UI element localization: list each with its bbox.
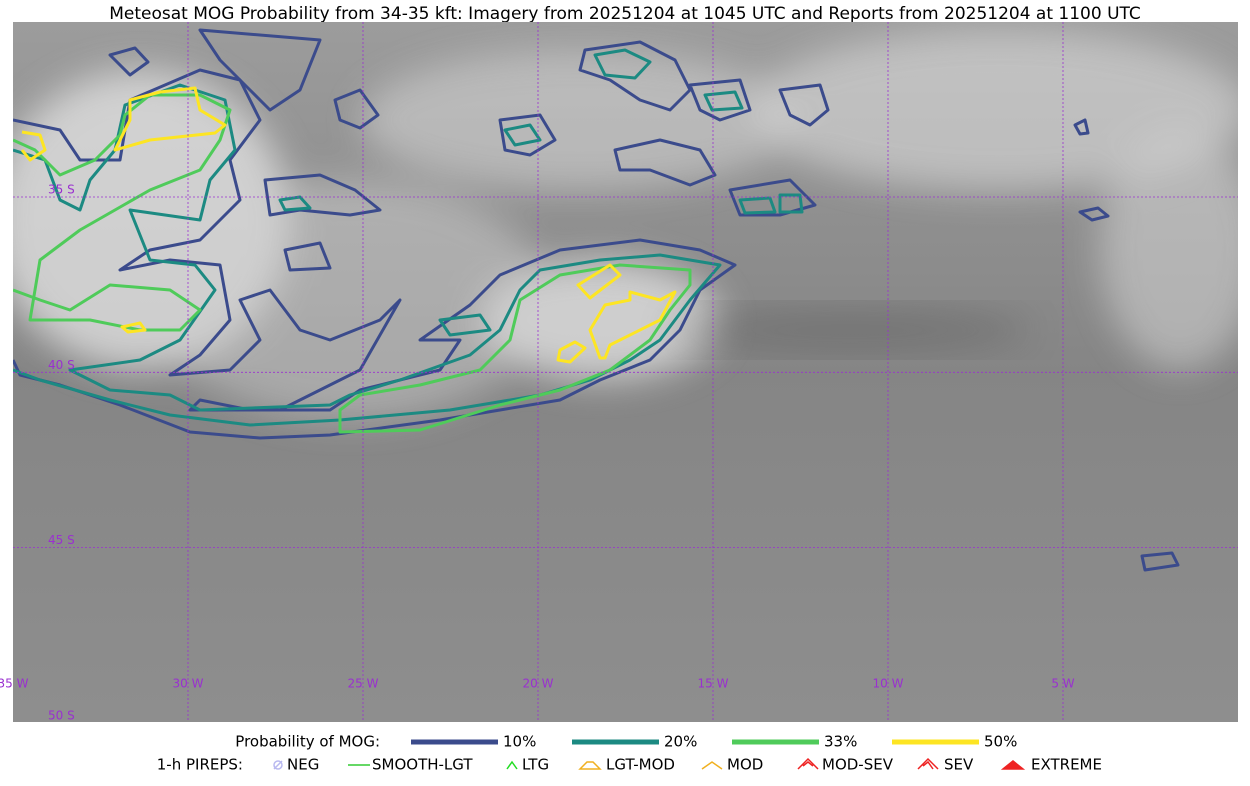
pirep-icon: [1000, 760, 1026, 770]
graticule: 35 W 30 W 25 W 20 W 15 W 10 W 5 W 35 S 40 S 45 S 5…: [0, 22, 1238, 722]
legend-label: 33%: [824, 733, 857, 751]
lat-label: 40 S: [48, 358, 75, 372]
lon-label: 10 W: [873, 677, 904, 691]
legend-label: 50%: [984, 733, 1017, 751]
lat-label: 35 S: [48, 183, 75, 197]
pirep-icon: [701, 761, 723, 770]
legend-label: SMOOTH-LGT: [372, 756, 473, 774]
legend-label: NEG: [287, 756, 319, 774]
lon-label: 25 W: [348, 677, 379, 691]
lon-label: 30 W: [173, 677, 204, 691]
dark-band: [670, 305, 1030, 355]
legend-label: 20%: [664, 733, 697, 751]
legend: Probability of MOG: 10% 20% 33% 50% 1-h PIREP…: [157, 733, 1102, 774]
map-title: Meteosat MOG Probability from 34-35 kft:…: [109, 4, 1141, 24]
pirep-icon: [797, 757, 819, 770]
legend-label: LTG: [522, 756, 549, 774]
lon-label: 35 W: [0, 677, 29, 691]
legend-label: LGT-MOD: [606, 756, 675, 774]
lon-label: 20 W: [523, 677, 554, 691]
pirep-icon: [506, 760, 518, 770]
pirep-icon: [917, 757, 939, 770]
pirep-icon: [273, 760, 283, 770]
legend-title: 1-h PIREPS:: [157, 756, 243, 774]
legend-label: MOD-SEV: [822, 756, 894, 774]
lon-label: 15 W: [698, 677, 729, 691]
legend-label: 10%: [503, 733, 536, 751]
lon-label: 5 W: [1051, 677, 1074, 691]
lat-label: 50 S: [48, 708, 75, 722]
legend-label: EXTREME: [1031, 756, 1102, 774]
pirep-icon: [578, 761, 602, 770]
lat-label: 45 S: [48, 533, 75, 547]
legend-label: MOD: [727, 756, 763, 774]
legend-label: SEV: [944, 756, 974, 774]
legend-title: Probability of MOG:: [235, 733, 380, 751]
